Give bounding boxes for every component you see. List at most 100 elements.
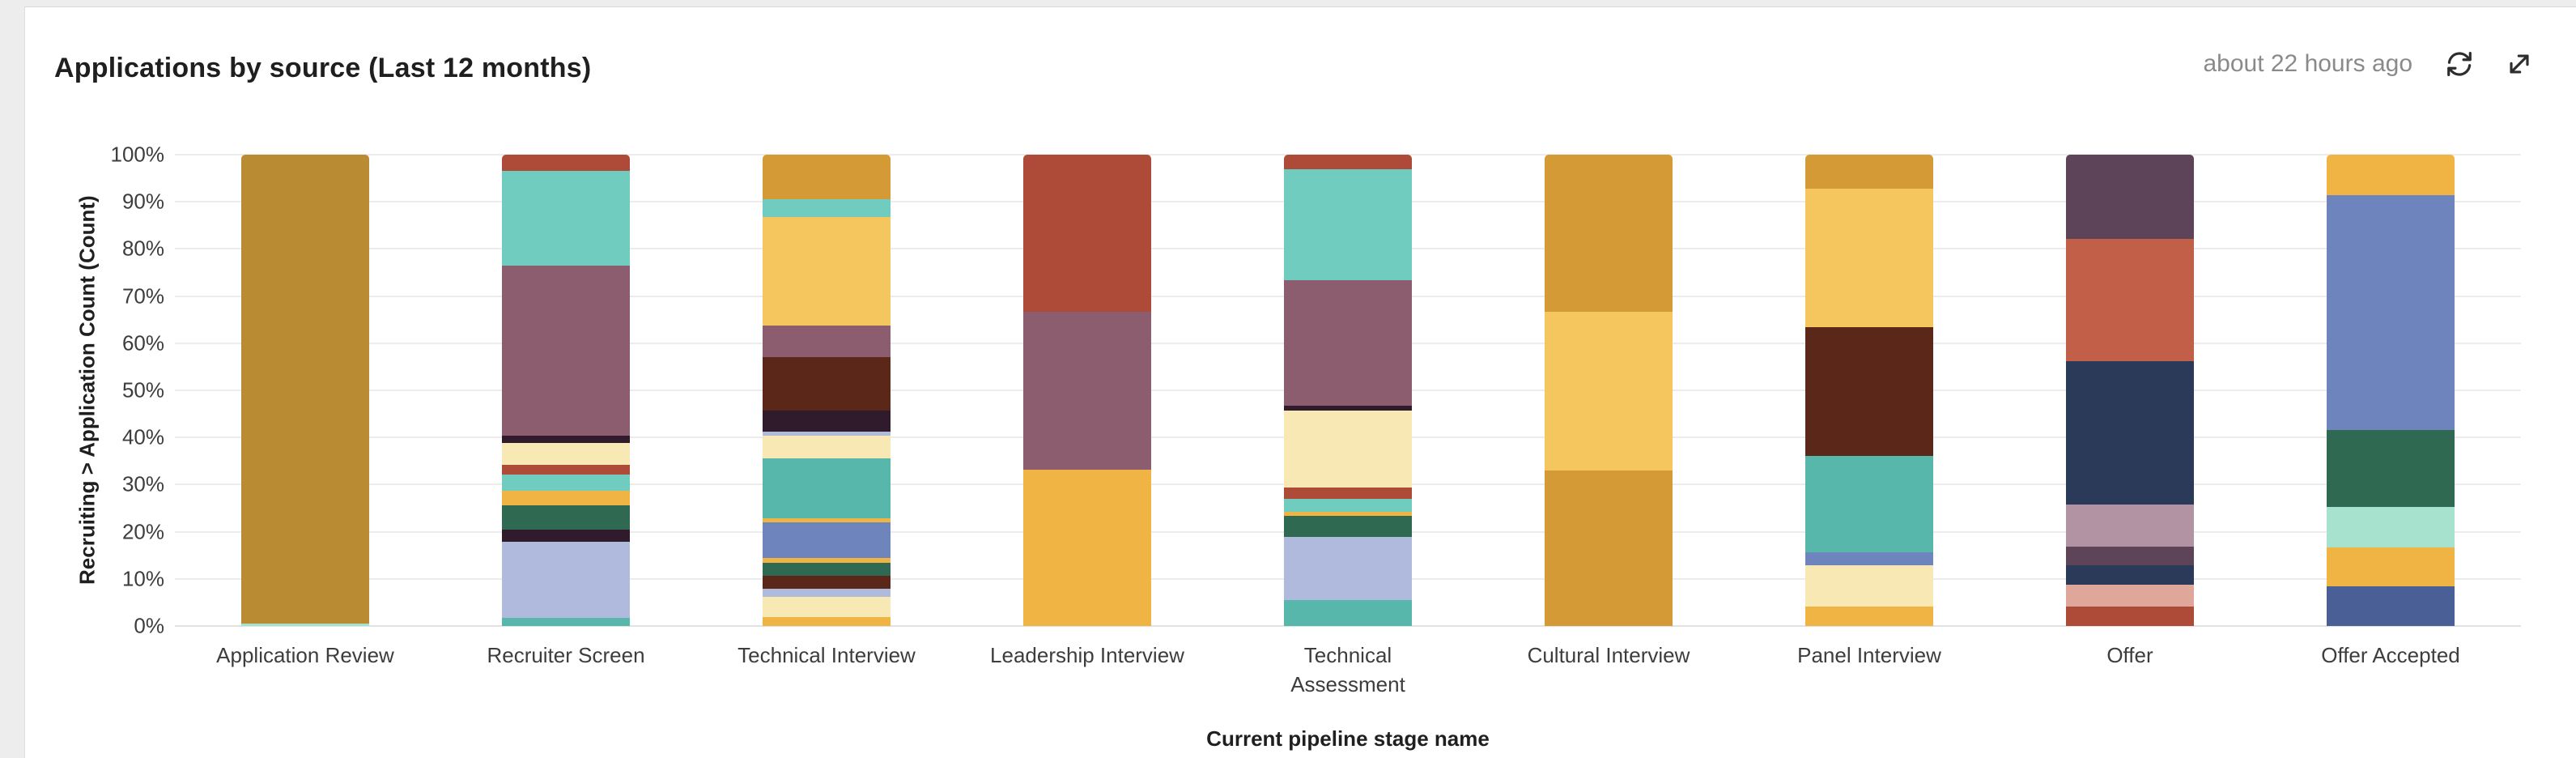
x-tick-label: Leadership Interview [990, 643, 1184, 667]
bar-segment[interactable] [2327, 547, 2455, 587]
bar-segment[interactable] [1805, 564, 1933, 607]
y-tick-label: 20% [121, 519, 164, 544]
bar-segment[interactable] [2066, 585, 2194, 607]
x-tick-label: Panel Interview [1797, 643, 1941, 667]
refresh-button[interactable] [2438, 43, 2480, 85]
bar-segment[interactable] [2066, 565, 2194, 586]
bar-segment[interactable] [1023, 469, 1151, 626]
y-tick-label: 30% [121, 471, 164, 496]
bar-slot [436, 155, 696, 626]
bar-segment[interactable] [1284, 169, 1412, 280]
bar-segment[interactable] [2066, 155, 2194, 239]
bar-segment[interactable] [1284, 487, 1412, 499]
bar-slot [2260, 155, 2521, 626]
y-tick-label: 60% [121, 330, 164, 356]
stacked-bar [2327, 155, 2455, 626]
bar-slot [1478, 155, 1739, 626]
bar-segment[interactable] [1545, 155, 1673, 312]
bar-segment[interactable] [2066, 607, 2194, 626]
bar-segment[interactable] [763, 588, 891, 597]
bar-segment[interactable] [241, 155, 369, 624]
bar-segment[interactable] [1284, 599, 1412, 626]
bar-segment[interactable] [1284, 511, 1412, 517]
expand-icon [2510, 54, 2529, 74]
bar-segment[interactable] [502, 170, 630, 266]
bar-segment[interactable] [1805, 326, 1933, 456]
y-tick-label: 0% [134, 613, 164, 638]
bar-segment[interactable] [763, 522, 891, 559]
bar-segment[interactable] [763, 617, 891, 626]
x-tick: Recruiter Screen [436, 641, 696, 700]
bar-segment[interactable] [1284, 516, 1412, 537]
bar-segment[interactable] [502, 475, 630, 491]
bar-segment[interactable] [1805, 155, 1933, 189]
bar-segment[interactable] [1805, 455, 1933, 553]
bar-segment[interactable] [1023, 155, 1151, 313]
bar-segment[interactable] [241, 624, 369, 626]
bar-segment[interactable] [763, 325, 891, 358]
card-header-actions: about 22 hours ago [2203, 43, 2540, 85]
bar-segment[interactable] [2327, 155, 2455, 196]
page-title: Applications by source (Last 12 months) [54, 53, 592, 83]
expand-button[interactable] [2498, 43, 2540, 85]
bar-segment[interactable] [763, 575, 891, 589]
bar-segment[interactable] [502, 155, 630, 171]
bar-segment[interactable] [1284, 536, 1412, 600]
bars-container [175, 155, 2521, 626]
bar-slot [957, 155, 1218, 626]
bar-segment[interactable] [763, 217, 891, 326]
y-tick-label: 80% [121, 236, 164, 261]
bar-segment[interactable] [2327, 507, 2455, 548]
bar-segment[interactable] [1545, 470, 1673, 626]
x-tick-label: Technical Interview [738, 643, 916, 667]
bar-segment[interactable] [502, 529, 630, 543]
bar-segment[interactable] [502, 490, 630, 505]
bar-segment[interactable] [2066, 504, 2194, 547]
bar-segment[interactable] [1023, 312, 1151, 470]
x-tick: Leadership Interview [957, 641, 1218, 700]
bar-segment[interactable] [763, 517, 891, 523]
x-tick-label: Application Review [216, 643, 394, 667]
stacked-bar [1805, 155, 1933, 626]
bar-segment[interactable] [1545, 311, 1673, 471]
bar-segment[interactable] [502, 436, 630, 443]
bar-segment[interactable] [1805, 188, 1933, 327]
bar-segment[interactable] [763, 199, 891, 218]
y-tick-label: 100% [110, 142, 165, 167]
bar-segment[interactable] [763, 458, 891, 518]
y-tick-label: 50% [121, 377, 164, 402]
bar-segment[interactable] [763, 357, 891, 411]
bar-segment[interactable] [1284, 411, 1412, 488]
bar-segment[interactable] [2066, 238, 2194, 361]
chart-card: Applications by source (Last 12 months) … [24, 6, 2576, 758]
bar-segment[interactable] [1805, 607, 1933, 626]
bar-segment[interactable] [763, 436, 891, 459]
x-tick-label: Offer [2106, 643, 2153, 667]
bar-segment[interactable] [2066, 360, 2194, 505]
bar-segment[interactable] [763, 562, 891, 576]
bar-segment[interactable] [2327, 429, 2455, 508]
bar-segment[interactable] [2327, 195, 2455, 430]
bar-segment[interactable] [763, 596, 891, 618]
bar-segment[interactable] [502, 265, 630, 436]
x-tick: Technical Interview [696, 641, 957, 700]
bar-segment[interactable] [1284, 498, 1412, 512]
x-tick-labels: Application Review Recruiter Screen Techni… [175, 641, 2521, 700]
bar-segment[interactable] [2327, 586, 2455, 626]
bar-segment[interactable] [2066, 546, 2194, 566]
bar-segment[interactable] [502, 465, 630, 475]
bar-segment[interactable] [1805, 552, 1933, 565]
y-tick-label: 90% [121, 189, 164, 214]
bar-segment[interactable] [763, 410, 891, 432]
bar-segment[interactable] [1284, 279, 1412, 407]
bar-segment[interactable] [1284, 406, 1412, 411]
bar-segment[interactable] [502, 542, 630, 618]
bar-segment[interactable] [763, 558, 891, 563]
bar-segment[interactable] [502, 442, 630, 466]
bar-segment[interactable] [763, 431, 891, 436]
y-tick-label: 40% [121, 424, 164, 449]
bar-segment[interactable] [502, 505, 630, 530]
bar-segment[interactable] [763, 155, 891, 200]
bar-segment[interactable] [502, 617, 630, 626]
bar-segment[interactable] [1284, 155, 1412, 170]
